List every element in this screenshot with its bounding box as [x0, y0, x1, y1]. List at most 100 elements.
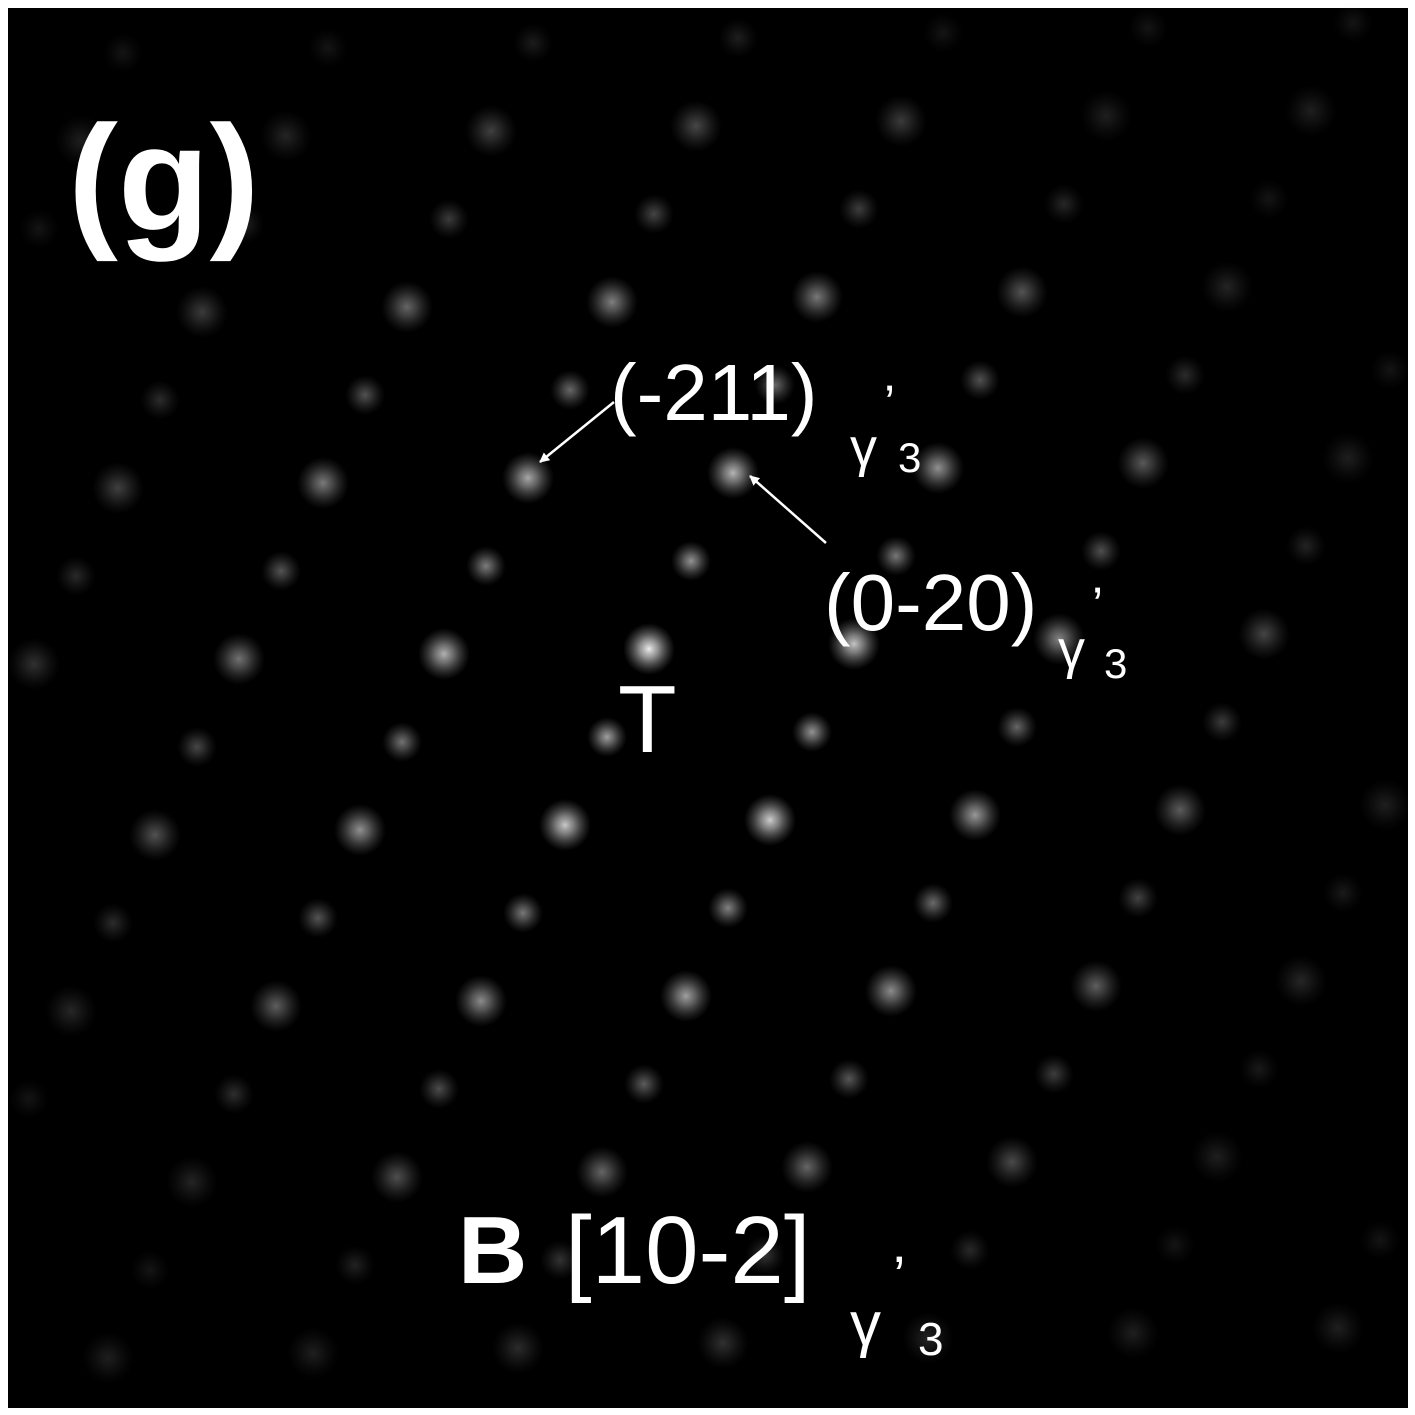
diffraction-spot	[214, 1074, 254, 1114]
annotation-symbol: γ	[1058, 620, 1085, 680]
diffraction-spot	[345, 375, 385, 415]
diffraction-spot	[9, 1079, 49, 1119]
diffraction-spot	[1128, 8, 1168, 48]
diffraction-spot	[1359, 779, 1411, 831]
diffraction-spot	[371, 1151, 423, 1203]
diffraction-spot	[92, 462, 144, 514]
diffraction-spot	[913, 883, 953, 923]
diffraction-spot	[213, 633, 265, 685]
diffraction-spot	[1107, 1307, 1159, 1359]
zone-axis-index: 3	[918, 1313, 944, 1365]
diffraction-spot	[465, 105, 517, 157]
region-label: T	[618, 666, 677, 773]
annotation-text: (-211)	[610, 348, 817, 437]
diffraction-spot	[829, 1059, 869, 1099]
diffraction-spot	[166, 1156, 218, 1208]
annotation-prime: ’	[1092, 577, 1103, 633]
diffraction-spot	[1080, 90, 1132, 142]
diffraction-spot	[996, 266, 1048, 318]
page: (g) (-211) γ ’ 3 (0-20) γ ’ 3 T B [10-2]…	[0, 0, 1415, 1415]
diffraction-spot	[1275, 955, 1327, 1007]
diffraction-figure: (g) (-211) γ ’ 3 (0-20) γ ’ 3 T B [10-2]…	[0, 0, 1415, 1415]
diffraction-spot	[792, 712, 832, 752]
diffraction-spot	[382, 722, 422, 762]
diffraction-spot	[744, 794, 796, 846]
diffraction-spot	[781, 1141, 833, 1193]
diffraction-spot	[950, 1230, 990, 1270]
diffraction-spot	[697, 1317, 749, 1369]
annotation-text: (0-20)	[824, 558, 1037, 647]
diffraction-spot	[1191, 1131, 1243, 1183]
diffraction-spot	[1285, 85, 1337, 137]
annotation-prime: ’	[884, 375, 895, 431]
diffraction-spot	[1370, 350, 1410, 390]
diffraction-spot	[103, 33, 143, 73]
diffraction-spot	[334, 804, 386, 856]
diffraction-spot	[418, 628, 470, 680]
diffraction-spot	[260, 110, 312, 162]
diffraction-spot	[1070, 960, 1122, 1012]
diffraction-spot	[297, 457, 349, 509]
diffraction-spot	[718, 18, 758, 58]
diffraction-spot	[287, 1327, 339, 1379]
diffraction-spot	[419, 1069, 459, 1109]
diffraction-spot	[1323, 873, 1363, 913]
diffraction-spot	[1118, 878, 1158, 918]
diffraction-spot	[1154, 784, 1206, 836]
diffraction-spot	[93, 903, 133, 943]
diffraction-spot	[960, 360, 1000, 400]
diffraction-spot	[708, 888, 748, 928]
annotation-index: 3	[898, 434, 921, 481]
diffraction-spot	[670, 100, 722, 152]
diffraction-spot	[586, 276, 638, 328]
diffraction-spot	[130, 1250, 170, 1290]
diffraction-spot	[1238, 608, 1290, 660]
diffraction-spot	[1202, 702, 1242, 742]
diffraction-spot	[56, 556, 96, 596]
diffraction-spot	[1249, 179, 1289, 219]
diffraction-spot	[503, 893, 543, 933]
diffraction-spot	[1081, 531, 1121, 571]
diffraction-spot	[1165, 355, 1205, 395]
diffraction-spot	[298, 898, 338, 938]
diffraction-spot	[381, 281, 433, 333]
zone-axis-prime: ’	[893, 1244, 905, 1307]
diffraction-spot	[624, 1064, 664, 1104]
diffraction-spot	[455, 975, 507, 1027]
diffraction-spot	[1360, 1220, 1400, 1260]
diffraction-spot	[19, 209, 59, 249]
diffraction-spot	[45, 985, 97, 1037]
diffraction-spot	[492, 1322, 544, 1374]
diffraction-spot	[176, 286, 228, 338]
diffraction-spot	[671, 541, 711, 581]
diffraction-spot	[261, 551, 301, 591]
diffraction-spot	[576, 1146, 628, 1198]
panel-label: (g)	[68, 94, 260, 262]
annotation-index: 3	[1104, 640, 1127, 687]
zone-axis-prefix: B	[458, 1197, 527, 1304]
diffraction-spot	[1201, 261, 1253, 313]
diffraction-spot	[1286, 526, 1326, 566]
diffraction-spot	[1044, 184, 1084, 224]
diffraction-spot	[923, 13, 963, 53]
diffraction-spot	[429, 199, 469, 239]
diffraction-spot	[129, 809, 181, 861]
diffraction-spot	[1034, 1054, 1074, 1094]
diffraction-spot	[660, 970, 712, 1022]
diffraction-spot	[8, 638, 60, 690]
diffraction-spot	[986, 1136, 1038, 1188]
diffraction-spot	[949, 789, 1001, 841]
diffraction-spot	[82, 1332, 134, 1384]
diffraction-spot	[250, 980, 302, 1032]
diffraction-spot	[839, 189, 879, 229]
diffraction-spot	[140, 380, 180, 420]
diffraction-spot	[997, 707, 1037, 747]
diffraction-spot	[1312, 1302, 1364, 1354]
diffraction-spot	[502, 452, 554, 504]
zone-axis-symbol: γ	[850, 1290, 881, 1359]
diffraction-spot	[1322, 432, 1374, 484]
diffraction-spot	[177, 727, 217, 767]
diffraction-spot	[707, 447, 759, 499]
diffraction-spot	[308, 28, 348, 68]
diffraction-spot	[865, 965, 917, 1017]
